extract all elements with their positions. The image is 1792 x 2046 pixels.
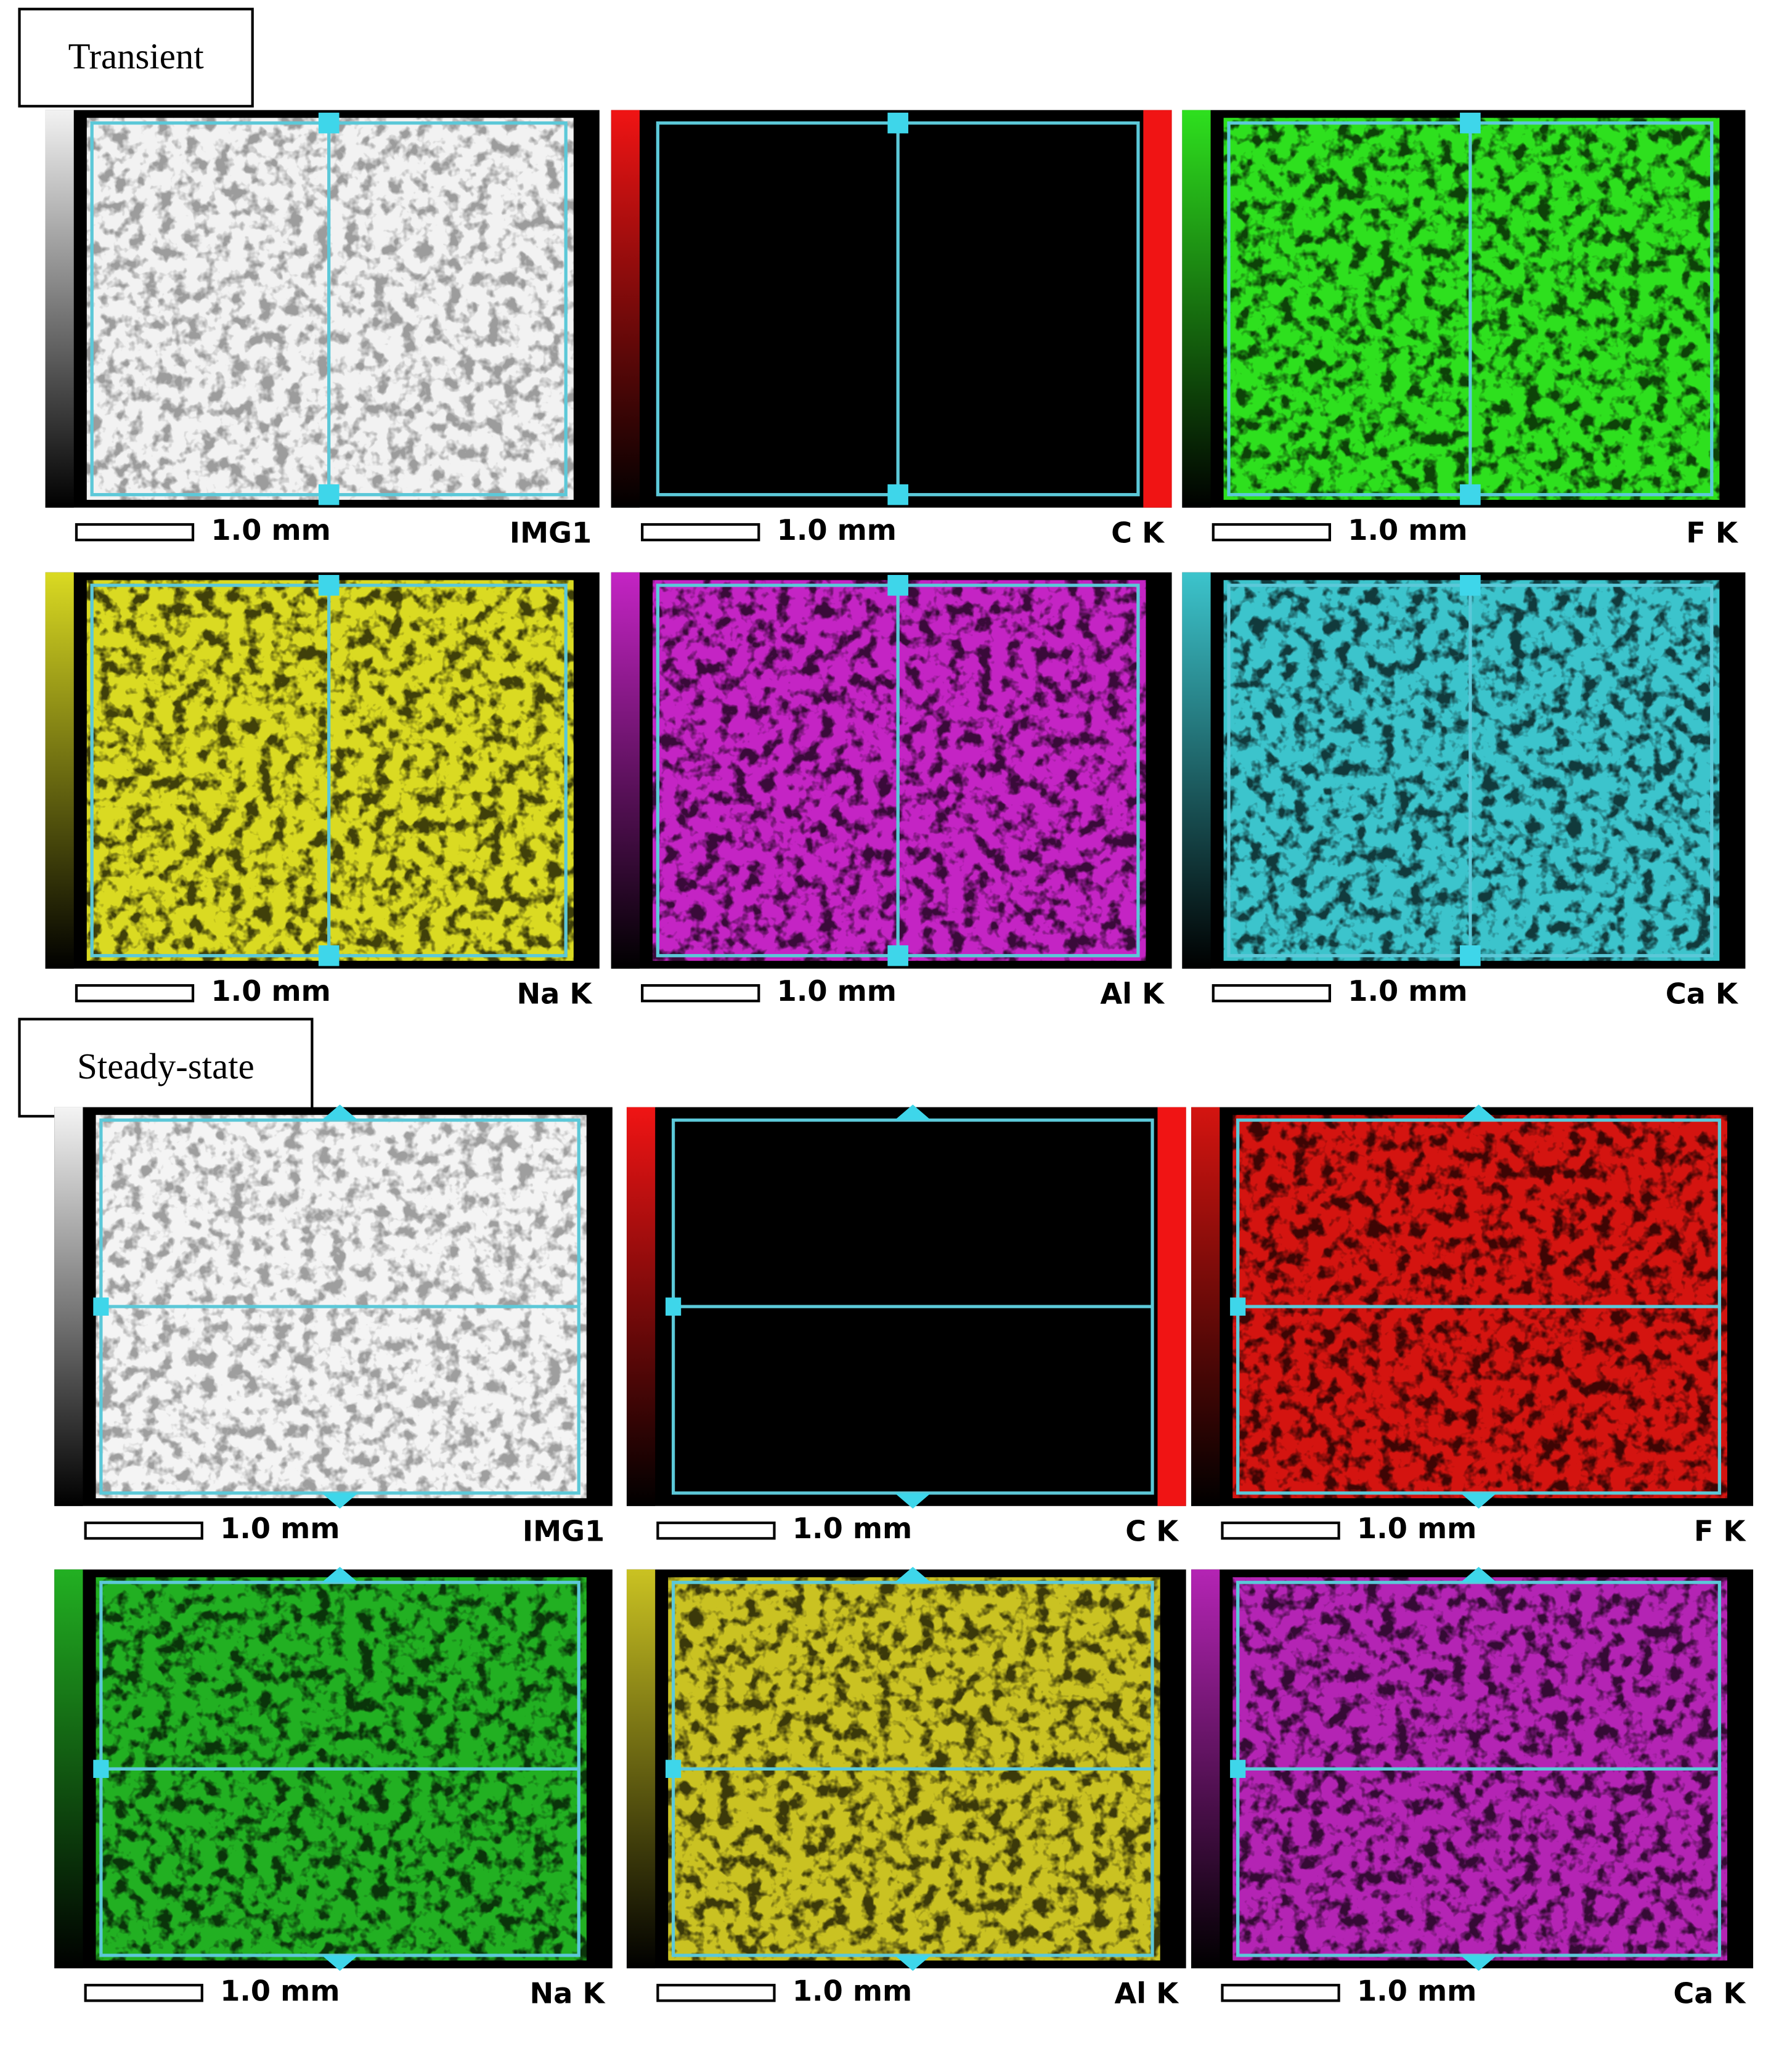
scale-bar <box>75 984 195 1003</box>
element-label: C K <box>1111 516 1165 549</box>
color-bar <box>54 1569 83 1968</box>
color-bar <box>45 572 74 969</box>
scale-label: 1.0 mm <box>792 1974 912 2007</box>
element-label: F K <box>1694 1514 1747 1547</box>
handle <box>894 1567 931 1583</box>
scale-bar <box>84 1984 203 2002</box>
element-label: F K <box>1686 516 1739 549</box>
handle <box>1460 112 1481 134</box>
scale-bar <box>641 984 760 1003</box>
scale-bar <box>1212 984 1331 1003</box>
handle <box>318 574 340 596</box>
element-label: Ca K <box>1666 977 1739 1010</box>
scale-label: 1.0 mm <box>211 513 330 547</box>
scale-label: 1.0 mm <box>1348 513 1467 547</box>
handle <box>894 1493 931 1509</box>
handle <box>322 1955 358 1971</box>
color-bar <box>626 1569 656 1968</box>
element-label: IMG1 <box>523 1514 605 1547</box>
handle <box>1460 1955 1497 1971</box>
scale-label: 1.0 mm <box>220 1512 340 1545</box>
scale-bar <box>84 1521 203 1540</box>
color-bar <box>626 1107 656 1506</box>
scale-bar <box>656 1521 776 1540</box>
section-label: Transient <box>68 36 204 76</box>
scale-bar <box>75 523 195 542</box>
color-bar <box>1191 1569 1220 1968</box>
scale-label: 1.0 mm <box>1357 1974 1476 2007</box>
handle <box>322 1493 358 1509</box>
color-bar <box>1182 110 1211 508</box>
handle <box>665 1759 682 1779</box>
scale-label: 1.0 mm <box>211 974 330 1008</box>
scale-bar <box>641 523 760 542</box>
handle <box>93 1297 109 1316</box>
map-background <box>611 110 1172 508</box>
handle <box>887 484 908 505</box>
handle <box>1230 1297 1246 1316</box>
handle <box>318 945 340 966</box>
color-bar <box>611 110 640 508</box>
section-box <box>18 7 254 108</box>
scale-bar <box>1212 523 1331 542</box>
element-label: Al K <box>1100 977 1165 1010</box>
handle <box>1460 1104 1497 1120</box>
color-bar <box>54 1107 83 1506</box>
scale-label: 1.0 mm <box>792 1512 912 1545</box>
handle <box>93 1759 109 1779</box>
scale-label: 1.0 mm <box>220 1974 340 2007</box>
handle <box>322 1104 358 1120</box>
element-label: C K <box>1125 1514 1179 1547</box>
scale-bar <box>1221 1984 1340 2002</box>
scale-bar <box>656 1984 776 2002</box>
handle <box>1460 1493 1497 1509</box>
handle <box>1230 1759 1246 1779</box>
element-label: Na K <box>516 977 593 1010</box>
scale-label: 1.0 mm <box>1348 974 1467 1008</box>
scale-label: 1.0 mm <box>777 974 897 1008</box>
scale-label: 1.0 mm <box>1357 1512 1476 1545</box>
handle <box>887 574 908 596</box>
element-label: Ca K <box>1673 1977 1746 2010</box>
handle <box>318 112 340 134</box>
section-label: Steady-state <box>77 1046 255 1086</box>
handle <box>665 1297 682 1316</box>
scale-bar <box>1221 1521 1340 1540</box>
element-label: Al K <box>1115 1977 1180 2010</box>
scale-label: 1.0 mm <box>777 513 897 547</box>
edge-signal <box>1157 1107 1186 1506</box>
section-box <box>18 1017 314 1118</box>
handle <box>894 1104 931 1120</box>
handle <box>1460 1567 1497 1583</box>
handle <box>1460 945 1481 966</box>
handle <box>887 945 908 966</box>
color-bar <box>611 572 640 969</box>
edge-signal <box>1143 110 1172 508</box>
color-bar <box>45 110 74 508</box>
element-label: Na K <box>529 1977 606 2010</box>
handle <box>887 112 908 134</box>
color-bar <box>1191 1107 1220 1506</box>
element-label: IMG1 <box>510 516 592 549</box>
handle <box>1460 574 1481 596</box>
handle <box>322 1567 358 1583</box>
handle <box>318 484 340 505</box>
color-bar <box>1182 572 1211 969</box>
handle <box>894 1955 931 1971</box>
handle <box>1460 484 1481 505</box>
